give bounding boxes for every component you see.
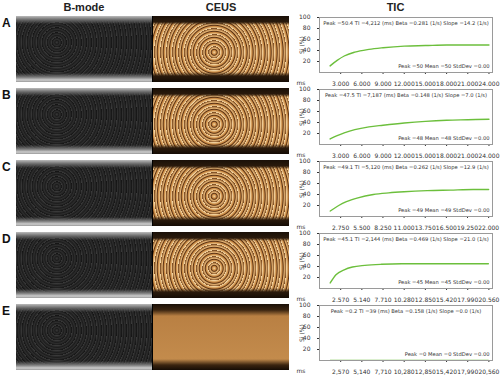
svg-text:2,570: 2,570 [332, 368, 349, 375]
html-text:9,000 12,000 15,000 18,000 21,: 9,000 12,000 15,000 18,000 21,000 24,000 [374, 151, 500, 159]
svg-text:ms: ms [297, 367, 306, 374]
svg-text:20,560: 20,560 [478, 368, 499, 375]
svg-text:7,710: 7,710 [374, 368, 391, 375]
html-text:B: B [2, 88, 11, 102]
svg-text:ms: ms [296, 150, 306, 158]
svg-text:100: 100 [299, 157, 311, 164]
svg-text:Si (%): Si (%) [298, 36, 305, 54]
svg-text:40: 40 [302, 334, 311, 342]
svg-text:20: 20 [303, 345, 311, 352]
svg-text:Si (%): Si (%) [298, 252, 305, 270]
svg-text:20: 20 [303, 129, 311, 136]
html-text:TIC: TIC [386, 1, 405, 13]
svg-text:40: 40 [302, 190, 311, 198]
svg-text:Peak =45 Mean =45 StdDev =0.00: Peak =45 Mean =45 StdDev =0.00 [398, 279, 489, 285]
html-text:9,000 12,000 15,000 18,000 21,: 9,000 12,000 15,000 18,000 21,000 24,000 [374, 79, 500, 87]
svg-text:80: 80 [303, 312, 311, 319]
svg-text:Peak =49 Mean =49 StdDev =0.00: Peak =49 Mean =49 StdDev =0.00 [398, 207, 489, 213]
svg-text:60: 60 [302, 107, 311, 115]
html-text:CEUS: CEUS [205, 1, 237, 13]
svg-text:Peak =45.1 TI =2,144 (ms) Beta: Peak =45.1 TI =2,144 (ms) Beta =0.469 (1… [323, 236, 488, 243]
svg-text:40: 40 [302, 46, 311, 54]
svg-text:Si (%): Si (%) [298, 180, 305, 198]
svg-text:60: 60 [302, 323, 311, 331]
html-text:8,250 11,000 13,750 16,500 19,: 8,250 11,000 13,750 16,500 19,250 22,000 [374, 223, 500, 231]
svg-text:20: 20 [303, 57, 311, 64]
svg-text:20: 20 [303, 273, 311, 280]
svg-text:ms: ms [296, 222, 306, 230]
html-text:C: C [2, 160, 11, 174]
svg-text:80: 80 [303, 96, 311, 103]
svg-text:80: 80 [303, 168, 311, 175]
svg-text:100: 100 [299, 229, 311, 236]
svg-text:Si (%): Si (%) [298, 108, 305, 126]
svg-text:2,570: 2,570 [332, 295, 350, 303]
svg-text:100: 100 [299, 301, 311, 308]
svg-text:5,500: 5,500 [353, 223, 371, 231]
html-text:E: E [2, 304, 10, 318]
svg-text:Peak =50.4 TI =4,212 (ms) Beta: Peak =50.4 TI =4,212 (ms) Beta =0.281 (1… [323, 20, 488, 27]
svg-text:40: 40 [302, 118, 311, 126]
svg-text:80: 80 [303, 240, 311, 247]
svg-text:100: 100 [299, 13, 311, 20]
html-text:7,710 10,280 12,850 15,420 17,: 7,710 10,280 12,850 15,420 17,990 20,560 [374, 295, 500, 303]
svg-text:60: 60 [302, 179, 311, 187]
svg-text:12,850: 12,850 [415, 368, 436, 375]
svg-text:100: 100 [299, 85, 311, 92]
svg-text:40: 40 [302, 262, 311, 270]
svg-text:Peak =0.2 TI =39 (ms) Beta =0.: Peak =0.2 TI =39 (ms) Beta =0.158 (1/s) … [331, 308, 482, 315]
svg-text:ms: ms [296, 78, 306, 86]
svg-text:Si (%): Si (%) [298, 324, 305, 342]
svg-text:3,000: 3,000 [332, 79, 350, 87]
svg-text:60: 60 [302, 35, 311, 43]
svg-text:17,990: 17,990 [457, 368, 478, 375]
svg-text:3,000: 3,000 [332, 151, 350, 159]
svg-text:2,750: 2,750 [332, 223, 350, 231]
svg-text:Peak =47.5 TI =7,187 (ms) Beta: Peak =47.5 TI =7,187 (ms) Beta =0.148 (1… [325, 92, 487, 99]
svg-text:Peak =50 Mean =50 StdDev =0.00: Peak =50 Mean =50 StdDev =0.00 [398, 63, 489, 69]
svg-text:Peak =49.1 TI =5,120 (ms) Beta: Peak =49.1 TI =5,120 (ms) Beta =0.262 (1… [323, 164, 488, 171]
svg-text:Peak =0 Mean =0 StdDev =0.00: Peak =0 Mean =0 StdDev =0.00 [405, 351, 490, 357]
html-text:D: D [2, 232, 11, 246]
svg-text:5,140: 5,140 [353, 295, 371, 303]
html-text:A: A [2, 16, 11, 30]
svg-text:Peak =48 Mean =48 StdDev =0.00: Peak =48 Mean =48 StdDev =0.00 [398, 135, 489, 141]
svg-text:80: 80 [303, 24, 311, 31]
svg-text:6,000: 6,000 [353, 151, 371, 159]
svg-text:6,000: 6,000 [353, 79, 371, 87]
html-text:B-mode: B-mode [63, 1, 105, 13]
svg-text:15,420: 15,420 [436, 368, 457, 375]
svg-text:5,140: 5,140 [353, 368, 370, 375]
svg-text:10,280: 10,280 [394, 368, 415, 375]
svg-text:ms: ms [296, 294, 306, 302]
svg-text:20: 20 [303, 201, 311, 208]
svg-text:60: 60 [302, 251, 311, 259]
